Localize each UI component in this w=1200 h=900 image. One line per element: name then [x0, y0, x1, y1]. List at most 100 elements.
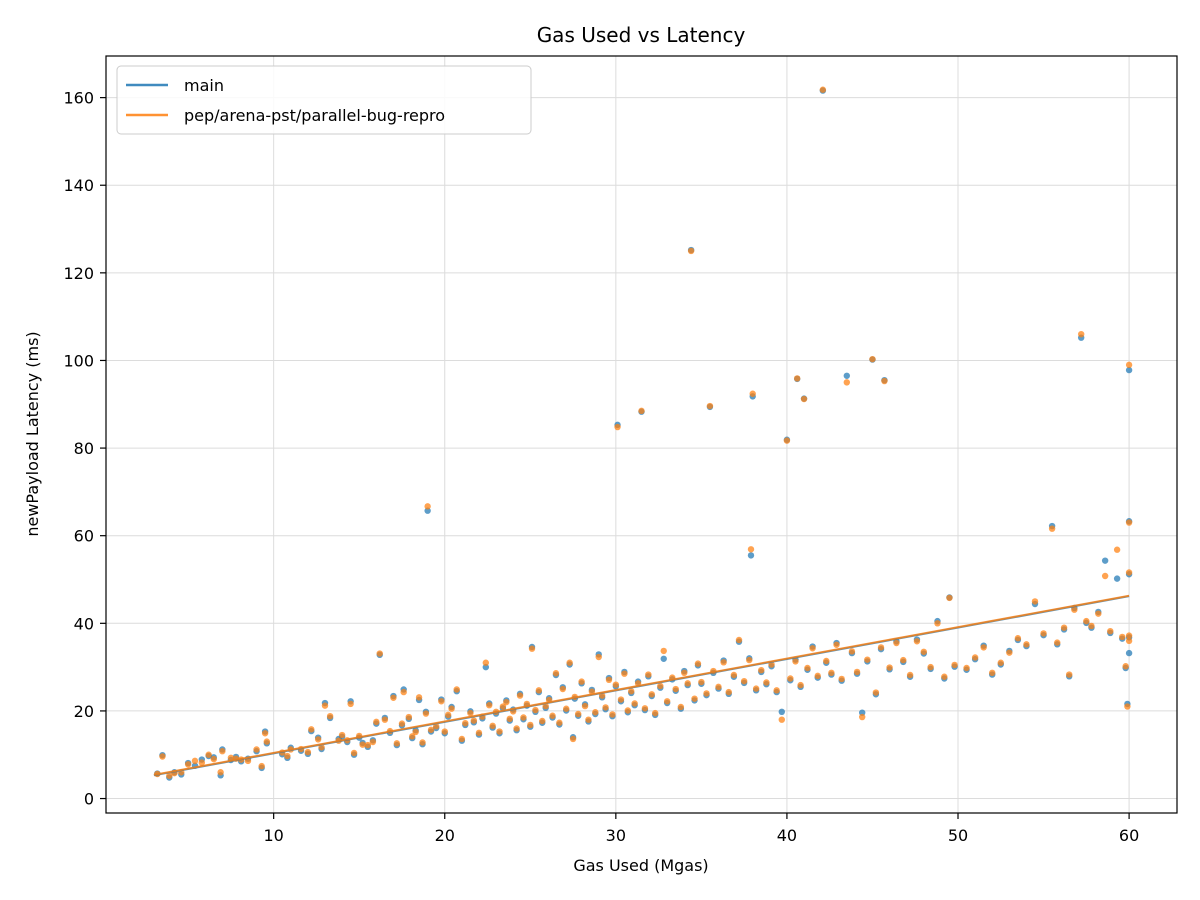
x-tick-label: 40 [777, 826, 797, 845]
branch-point [694, 660, 702, 667]
branch-point [833, 641, 840, 648]
branch-point [651, 709, 659, 717]
branch-point [645, 671, 652, 678]
branch-point [448, 705, 455, 712]
branch-point [773, 687, 780, 694]
branch-point [516, 692, 524, 699]
branch-point [1060, 624, 1068, 631]
branch-point [684, 680, 691, 687]
branch-point [393, 740, 401, 747]
branch-point [997, 659, 1004, 666]
main-point [1125, 366, 1133, 374]
branch-point [677, 703, 685, 711]
branch-point [660, 647, 667, 655]
branch-point [513, 725, 520, 732]
branch-point [814, 672, 821, 680]
branch-point [559, 685, 567, 693]
branch-point [552, 670, 560, 677]
branch-point [980, 644, 987, 651]
branch-point [369, 738, 377, 746]
x-tick-label: 50 [948, 826, 968, 845]
branch-point [284, 752, 291, 760]
branch-point [672, 685, 679, 693]
branch-point [520, 714, 527, 721]
branch-point [1077, 330, 1085, 338]
main-point [778, 708, 785, 716]
branch-point [453, 686, 460, 693]
x-tick-label: 30 [606, 826, 626, 845]
branch-point [698, 678, 705, 686]
branch-point [951, 661, 958, 669]
branch-point [1040, 630, 1047, 637]
branch-point [308, 726, 315, 733]
y-axis-title: newPayload Latency (ms) [23, 331, 42, 536]
branch-point [823, 657, 830, 665]
branch-point [614, 423, 621, 431]
branch-point [532, 706, 539, 714]
branch-point [1048, 525, 1056, 532]
branch-point [752, 685, 760, 692]
branch-point [592, 709, 599, 716]
branch-point [462, 719, 469, 727]
branch-point [350, 749, 358, 757]
branch-point [792, 658, 799, 665]
branch-point [1125, 569, 1133, 576]
branch-point [628, 688, 635, 695]
branch-point [321, 702, 329, 709]
branch-point [1014, 635, 1022, 642]
branch-point [390, 694, 397, 701]
branch-point [602, 704, 609, 711]
branch-point [338, 731, 346, 739]
branch-point [470, 717, 478, 724]
branch-point [566, 659, 573, 666]
branch-point [496, 728, 503, 735]
branch-point [400, 688, 407, 696]
main-point [1125, 649, 1133, 657]
branch-point [631, 700, 638, 707]
branch-point [376, 650, 383, 657]
trend-lines [153, 594, 1130, 777]
branch-point [581, 702, 589, 710]
branch-point [539, 717, 546, 725]
branch-point [877, 644, 885, 651]
branch-point [482, 659, 490, 666]
branch-point [641, 705, 649, 712]
branch-point [687, 247, 695, 255]
branch-point [563, 705, 570, 712]
branch-point [900, 656, 907, 664]
branch-point [506, 715, 513, 723]
branch-point [715, 683, 722, 691]
branch-point [746, 656, 753, 664]
branch-point [205, 751, 212, 758]
branch-point [1031, 598, 1039, 605]
branch-point [217, 769, 224, 776]
main-point [1113, 575, 1121, 582]
branch-point [886, 664, 893, 671]
branch-point [971, 654, 979, 661]
y-tick-label: 120 [63, 264, 94, 283]
branch-point [663, 698, 671, 705]
branch-point [763, 679, 770, 686]
branch-point [1101, 572, 1109, 580]
branch-point [612, 681, 620, 688]
branch-point [872, 689, 880, 696]
branch-point [934, 620, 941, 627]
branch-point [853, 668, 861, 676]
branch-point [838, 675, 845, 683]
branch-point [787, 675, 794, 682]
branch-point [691, 695, 698, 702]
branch-point [740, 677, 748, 685]
branch-point [778, 716, 785, 723]
branch-point [725, 688, 732, 696]
branch-point [489, 722, 496, 730]
branch-point [941, 673, 948, 680]
branch-point [1066, 671, 1073, 678]
branch-point [381, 716, 389, 723]
branch-point [314, 736, 322, 743]
y-tick-label: 160 [63, 89, 94, 108]
branch-point [828, 669, 835, 677]
branch-point [848, 648, 856, 655]
branch-point [578, 678, 585, 685]
branch-point [467, 709, 474, 717]
